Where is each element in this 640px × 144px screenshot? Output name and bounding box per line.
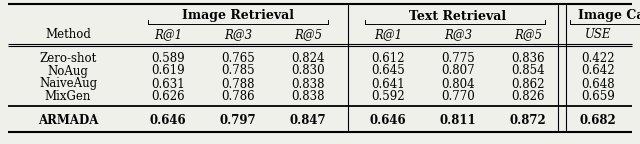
Text: 0.838: 0.838 xyxy=(291,77,324,90)
Text: 0.786: 0.786 xyxy=(221,90,255,104)
Text: ARMADA: ARMADA xyxy=(38,113,98,126)
Text: 0.619: 0.619 xyxy=(151,65,185,77)
Text: 0.592: 0.592 xyxy=(371,90,405,104)
Text: R@3: R@3 xyxy=(444,29,472,41)
Text: 0.862: 0.862 xyxy=(511,77,545,90)
Text: 0.642: 0.642 xyxy=(581,65,615,77)
Text: 0.648: 0.648 xyxy=(581,77,615,90)
Text: 0.797: 0.797 xyxy=(220,113,256,126)
Text: 0.807: 0.807 xyxy=(441,65,475,77)
Text: 0.641: 0.641 xyxy=(371,77,405,90)
Text: 0.824: 0.824 xyxy=(291,52,324,65)
Text: 0.631: 0.631 xyxy=(151,77,185,90)
Text: 0.645: 0.645 xyxy=(371,65,405,77)
Text: 0.838: 0.838 xyxy=(291,90,324,104)
Text: 0.804: 0.804 xyxy=(441,77,475,90)
Text: 0.682: 0.682 xyxy=(580,113,616,126)
Text: NaiveAug: NaiveAug xyxy=(39,77,97,90)
Text: 0.775: 0.775 xyxy=(441,52,475,65)
Text: 0.646: 0.646 xyxy=(370,113,406,126)
Text: 0.836: 0.836 xyxy=(511,52,545,65)
Text: R@5: R@5 xyxy=(294,29,322,41)
Text: 0.830: 0.830 xyxy=(291,65,325,77)
Text: 0.589: 0.589 xyxy=(151,52,185,65)
Text: R@3: R@3 xyxy=(224,29,252,41)
Text: 0.811: 0.811 xyxy=(440,113,476,126)
Text: 0.785: 0.785 xyxy=(221,65,255,77)
Text: 0.788: 0.788 xyxy=(221,77,255,90)
Text: 0.422: 0.422 xyxy=(581,52,615,65)
Text: Method: Method xyxy=(45,29,91,41)
Text: 0.826: 0.826 xyxy=(511,90,545,104)
Text: MixGen: MixGen xyxy=(45,90,91,104)
Text: R@5: R@5 xyxy=(514,29,542,41)
Text: Image Captioning: Image Captioning xyxy=(578,10,640,22)
Text: 0.854: 0.854 xyxy=(511,65,545,77)
Text: 0.847: 0.847 xyxy=(290,113,326,126)
Text: USE: USE xyxy=(585,29,611,41)
Text: Zero-shot: Zero-shot xyxy=(40,52,97,65)
Text: R@1: R@1 xyxy=(154,29,182,41)
Text: 0.770: 0.770 xyxy=(441,90,475,104)
Text: R@1: R@1 xyxy=(374,29,402,41)
Text: 0.872: 0.872 xyxy=(509,113,547,126)
Text: 0.646: 0.646 xyxy=(150,113,186,126)
Text: Image Retrieval: Image Retrieval xyxy=(182,10,294,22)
Text: 0.765: 0.765 xyxy=(221,52,255,65)
Text: 0.626: 0.626 xyxy=(151,90,185,104)
Text: Text Retrieval: Text Retrieval xyxy=(410,10,507,22)
Text: 0.612: 0.612 xyxy=(371,52,404,65)
Text: NoAug: NoAug xyxy=(47,65,88,77)
Text: 0.659: 0.659 xyxy=(581,90,615,104)
